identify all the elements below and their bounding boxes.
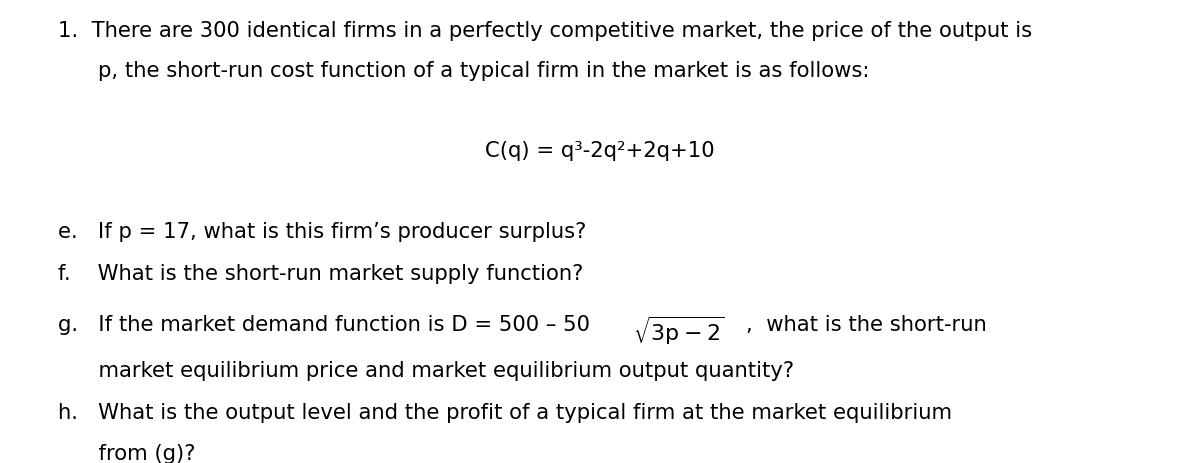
- Text: ,  what is the short-run: , what is the short-run: [746, 315, 986, 335]
- Text: g.   If the market demand function is D = 500 – 50: g. If the market demand function is D = …: [58, 315, 589, 335]
- Text: 1.  There are 300 identical firms in a perfectly competitive market, the price o: 1. There are 300 identical firms in a pe…: [58, 21, 1032, 41]
- Text: from (g)?: from (g)?: [58, 444, 196, 463]
- Text: h.   What is the output level and the profit of a typical firm at the market equ: h. What is the output level and the prof…: [58, 403, 952, 423]
- Text: f.    What is the short-run market supply function?: f. What is the short-run market supply f…: [58, 264, 583, 284]
- Text: e.   If p = 17, what is this firm’s producer surplus?: e. If p = 17, what is this firm’s produc…: [58, 222, 586, 242]
- Text: market equilibrium price and market equilibrium output quantity?: market equilibrium price and market equi…: [58, 361, 793, 381]
- Text: C(q) = q³-2q²+2q+10: C(q) = q³-2q²+2q+10: [485, 141, 715, 161]
- Text: p, the short-run cost function of a typical firm in the market is as follows:: p, the short-run cost function of a typi…: [98, 61, 870, 81]
- Text: $\mathregular{\sqrt{3p-2}}$: $\mathregular{\sqrt{3p-2}}$: [634, 315, 725, 347]
